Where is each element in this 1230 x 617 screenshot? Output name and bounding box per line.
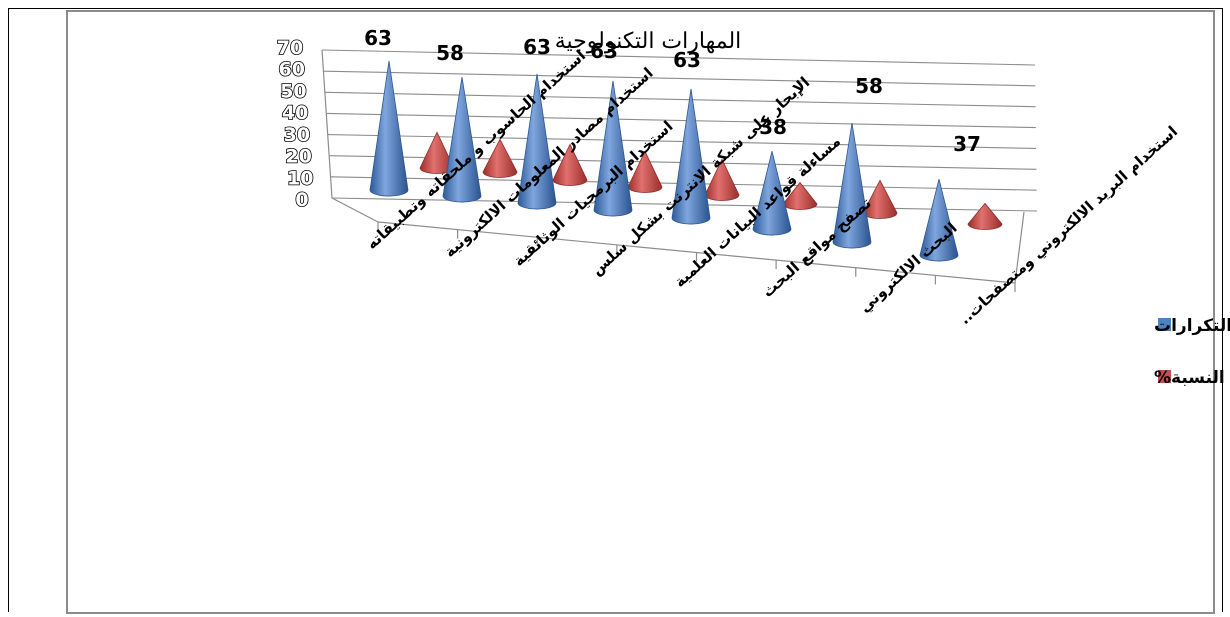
y-tick-label: 20 (285, 146, 311, 168)
floor-edge-left (331, 197, 379, 223)
percent-cone-body (482, 138, 518, 178)
percent-cone-body (967, 202, 1003, 230)
y-tick-label: 50 (280, 80, 306, 102)
frequency-cone-body (752, 151, 792, 236)
frame-top-line (8, 8, 1223, 9)
frequency-cone-body (442, 77, 482, 203)
frequency-cone (442, 77, 482, 203)
percent-cone (967, 202, 1003, 230)
frequency-cone (369, 60, 409, 197)
data-label: 37 (953, 132, 981, 156)
y-tick-label: 60 (278, 59, 304, 81)
percent-cone (482, 138, 518, 178)
data-label: 58 (436, 41, 464, 65)
data-label: 63 (590, 39, 618, 63)
y-tick-label: 70 (277, 37, 303, 59)
legend-item-percent: النسبة% (1154, 368, 1225, 388)
category-label: البحث الالكتروني (856, 219, 961, 316)
y-tick-label: 30 (284, 124, 310, 146)
legend: التكرارات النسبة% (1154, 316, 1230, 388)
data-label: 63 (673, 48, 701, 72)
y-tick-label: 40 (282, 102, 308, 124)
legend-label: النسبة% (1154, 368, 1225, 388)
floor-edge-right (1014, 211, 1025, 284)
x-axis-categories: استخدام الحاسوب و ملحقاته وتطبيقاتهاستخد… (363, 46, 1182, 328)
percent-cone-body (627, 150, 663, 193)
data-label: 38 (759, 115, 787, 139)
frequency-cone (919, 179, 959, 262)
legend-swatch (1158, 318, 1171, 331)
frequency-cone (671, 88, 711, 225)
back-wall-edge (321, 49, 333, 199)
data-label: 63 (364, 26, 392, 50)
gridline (324, 91, 1036, 108)
frequency-cone-body (517, 73, 557, 210)
frequency-cone (517, 73, 557, 210)
gridline (321, 49, 1036, 66)
frame-left-line (8, 8, 9, 612)
percent-cone-body (552, 143, 588, 186)
chart-area (66, 10, 1215, 614)
legend-label: التكرارات (1154, 316, 1230, 336)
legend-item-frequency: التكرارات (1154, 316, 1230, 336)
gridline (323, 70, 1036, 87)
frequency-cone-body (832, 123, 872, 249)
frequency-cone-body (369, 60, 409, 197)
percent-cone (627, 150, 663, 193)
chart-title: المهارات التكنولوجية (555, 29, 742, 54)
gridline (326, 112, 1036, 129)
frequency-cone (593, 80, 633, 217)
y-tick-label: 0 (295, 189, 308, 211)
cone-layer: 63 58 63 63 63 38 58 37 (364, 26, 1003, 262)
frequency-cone (752, 151, 792, 236)
frequency-cone-body (593, 80, 633, 217)
frame-right-line (1222, 8, 1223, 612)
y-tick-label: 10 (287, 167, 313, 189)
data-label: 63 (523, 35, 551, 59)
frequency-cone-body (671, 88, 711, 225)
frequency-cone (832, 123, 872, 249)
gridline (327, 134, 1037, 149)
frequency-cone-body (919, 179, 959, 262)
data-label: 58 (855, 74, 883, 98)
percent-cone (552, 143, 588, 186)
legend-swatch (1158, 370, 1171, 383)
